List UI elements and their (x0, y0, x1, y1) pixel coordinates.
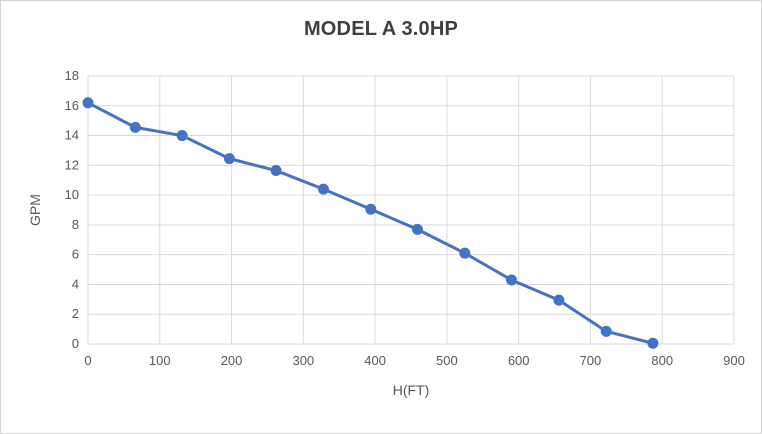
y-axis-title: GPM (27, 194, 43, 226)
data-point-marker (365, 203, 377, 215)
x-tick-label: 400 (364, 353, 386, 368)
y-tick-label: 18 (65, 68, 79, 83)
x-tick-label: 300 (292, 353, 314, 368)
y-tick-label: 8 (72, 217, 79, 232)
y-tick-label: 10 (65, 187, 79, 202)
x-tick-label: 900 (723, 353, 745, 368)
y-tick-label: 6 (72, 247, 79, 262)
y-tick-label: 0 (72, 336, 79, 351)
x-tick-label: 600 (508, 353, 530, 368)
x-axis-title: H(FT) (393, 382, 430, 398)
x-tick-label: 200 (221, 353, 243, 368)
y-tick-label: 16 (65, 98, 79, 113)
x-tick-label: 800 (651, 353, 673, 368)
x-tick-label: 100 (149, 353, 171, 368)
y-tick-label: 4 (72, 276, 79, 291)
data-point-marker (459, 247, 471, 259)
y-tick-label: 14 (65, 128, 79, 143)
x-tick-label: 500 (436, 353, 458, 368)
data-point-marker (223, 153, 235, 165)
data-point-marker (82, 97, 94, 109)
y-tick-label: 12 (65, 157, 79, 172)
data-point-marker (553, 294, 565, 306)
data-point-marker (270, 165, 282, 177)
data-point-marker (505, 274, 517, 286)
data-point-marker (411, 223, 423, 235)
data-point-marker (600, 325, 612, 337)
data-point-marker (129, 121, 141, 133)
data-point-marker (647, 337, 659, 349)
x-tick-label: 0 (84, 353, 91, 368)
series-line (86, 101, 655, 345)
x-tick-label: 700 (580, 353, 602, 368)
chart-title: MODEL A 3.0HP (303, 18, 459, 40)
data-point-marker (176, 130, 188, 142)
y-tick-label: 2 (72, 306, 79, 321)
data-point-marker (317, 183, 329, 195)
